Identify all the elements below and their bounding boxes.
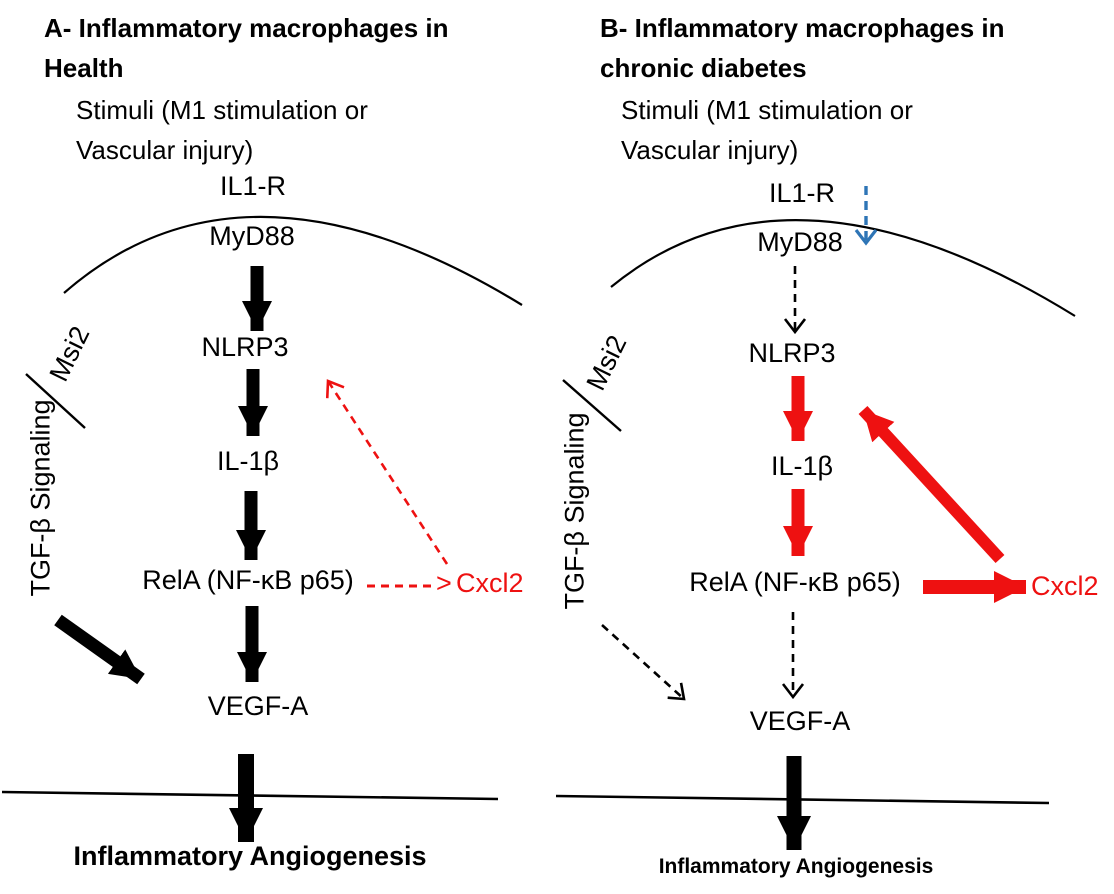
stimuli-label-b-line1: Stimuli (M1 stimulation or — [621, 95, 913, 125]
stimuli-label-b-line2: Vascular injury) — [621, 135, 799, 165]
membrane-arc-a — [63, 215, 523, 306]
node-cxcl2-a: Cxcl2 — [456, 568, 524, 598]
node-vegfa-a: VEGF-A — [207, 691, 309, 721]
arrow-tgfb-vegfa-a — [54, 614, 145, 685]
node-il1b-b: IL-1β — [770, 451, 834, 481]
node-myd88-a: MyD88 — [209, 221, 295, 251]
tgfb-msi2-slash-b — [562, 379, 622, 432]
side-label-tgfb-a: TGF-β Signaling — [25, 399, 56, 597]
node-vegfa-b: VEGF-A — [749, 706, 851, 736]
stimuli-label-a-line1: Stimuli (M1 stimulation or — [76, 95, 368, 125]
panel-a-title-line1: A- Inflammatory macrophages in — [44, 13, 449, 43]
node-cxcl2-b: Cxcl2 — [1031, 571, 1099, 601]
node-il1r-b: IL1-R — [768, 178, 836, 208]
node-myd88-b: MyD88 — [757, 227, 843, 257]
arrow-tgfb-vegfa-dashed-b — [601, 624, 684, 699]
panel-a-title-line2: Health — [44, 53, 124, 83]
node-nlrp3-a: NLRP3 — [201, 332, 289, 362]
membrane-arc-b — [610, 219, 1076, 317]
arrow-cxcl2-nlrp3-dashed-a — [328, 381, 449, 565]
node-il1b-a: IL-1β — [216, 446, 280, 476]
dashed-arrowhead-glyph-a: > — [436, 568, 452, 598]
stimuli-label-a-line2: Vascular injury) — [76, 135, 254, 165]
node-il1r-a: IL1-R — [219, 171, 287, 201]
node-rela-a: RelA (NF-κB p65) — [142, 565, 354, 595]
outcome-label-b: Inflammatory Angiogenesis — [658, 855, 934, 878]
tgfb-msi2-slash-a — [25, 373, 86, 429]
outcome-label-a: Inflammatory Angiogenesis — [73, 841, 427, 871]
arrow-cxcl2-nlrp3-red-b — [858, 405, 1005, 564]
node-nlrp3-b: NLRP3 — [748, 338, 836, 368]
side-label-tgfb-b: TGF-β Signaling — [559, 412, 590, 610]
panel-b-title-line2: chronic diabetes — [600, 53, 807, 83]
baseline-b — [555, 794, 1050, 805]
panel-b-title-line1: B- Inflammatory macrophages in — [600, 13, 1005, 43]
node-rela-b: RelA (NF-κB p65) — [689, 567, 901, 597]
